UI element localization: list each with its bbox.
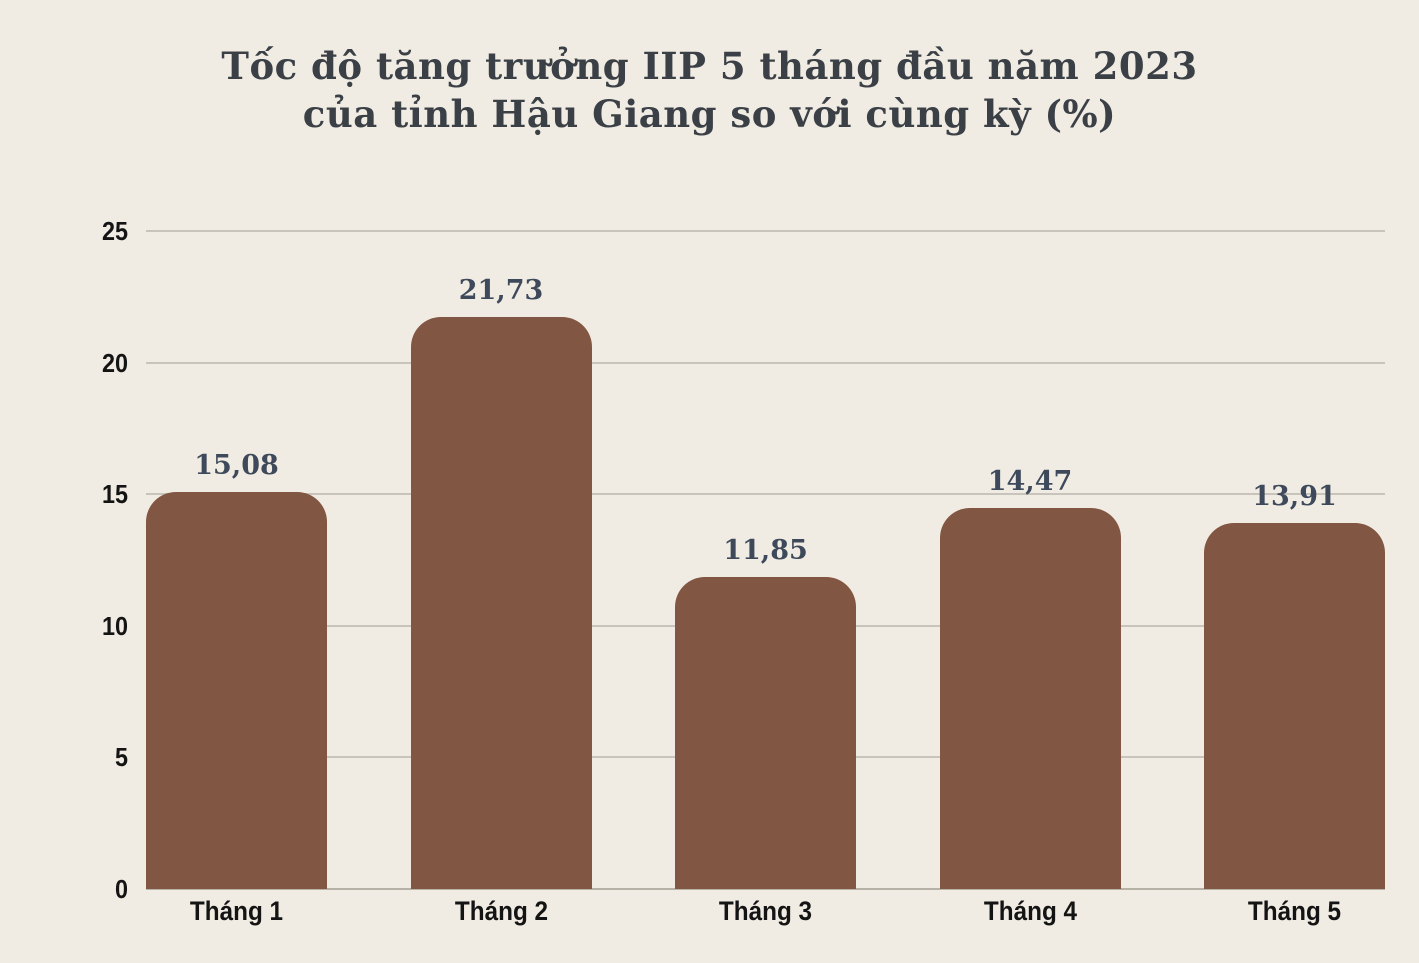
bar-slot-Tháng 3: 11,85 <box>675 231 856 889</box>
bar-slot-Tháng 5: 13,91 <box>1204 231 1385 889</box>
y-tick-label-25: 25 <box>101 216 128 246</box>
bar-value-label-Tháng 2: 21,73 <box>458 275 544 307</box>
gridline-15 <box>146 493 1385 496</box>
chart-title-line2: của tỉnh Hậu Giang so với cùng kỳ (%) <box>302 92 1117 137</box>
bar-value-label-Tháng 5: 13,91 <box>1252 480 1337 512</box>
bar-Tháng 5 <box>1204 522 1385 889</box>
x-axis-label-Tháng 1: Tháng 1 <box>189 896 284 926</box>
gridline-0 <box>146 888 1385 890</box>
x-axis-label-Tháng 3: Tháng 3 <box>718 896 813 926</box>
y-tick-label-15: 15 <box>101 479 128 510</box>
gridline-20 <box>146 361 1385 364</box>
x-axis-label-Tháng 4: Tháng 4 <box>983 896 1077 926</box>
plot-area: 15,08 21,73 11,85 14,47 13,91 <box>146 230 1385 890</box>
y-tick-label-5: 5 <box>114 742 128 773</box>
chart-title-line1: Tốc độ tăng trưởng IIP 5 tháng đầu năm 2… <box>221 44 1198 88</box>
bar-slot-Tháng 4: 14,47 <box>939 231 1121 889</box>
bar-Tháng 1 <box>146 492 327 889</box>
x-axis: Tháng 1 Tháng 2 Tháng 3 Tháng 4 Tháng 5 <box>146 898 1385 925</box>
gridline-25 <box>146 230 1385 232</box>
bar-Tháng 3 <box>675 577 856 889</box>
x-axis-label-Tháng 2: Tháng 2 <box>454 896 548 926</box>
y-tick-label-10: 10 <box>101 610 128 641</box>
chart-title: Tốc độ tăng trưởng IIP 5 tháng đầu năm 2… <box>0 42 1419 138</box>
bar-slot-Tháng 1: 15,08 <box>146 231 327 889</box>
bar-series: 15,08 21,73 11,85 14,47 13,91 <box>146 231 1385 889</box>
bar-value-label-Tháng 4: 14,47 <box>987 466 1073 498</box>
bar-value-label-Tháng 1: 15,08 <box>194 450 279 482</box>
bar-value-label-Tháng 3: 11,85 <box>723 535 808 567</box>
y-tick-label-0: 0 <box>114 874 128 904</box>
x-axis-label-Tháng 5: Tháng 5 <box>1247 896 1342 926</box>
y-tick-label-20: 20 <box>101 347 128 378</box>
bar-Tháng 2 <box>410 317 592 889</box>
y-axis: 0 5 10 15 20 25 <box>0 0 128 963</box>
bar-Tháng 4 <box>939 508 1121 889</box>
bar-slot-Tháng 2: 21,73 <box>410 231 592 889</box>
